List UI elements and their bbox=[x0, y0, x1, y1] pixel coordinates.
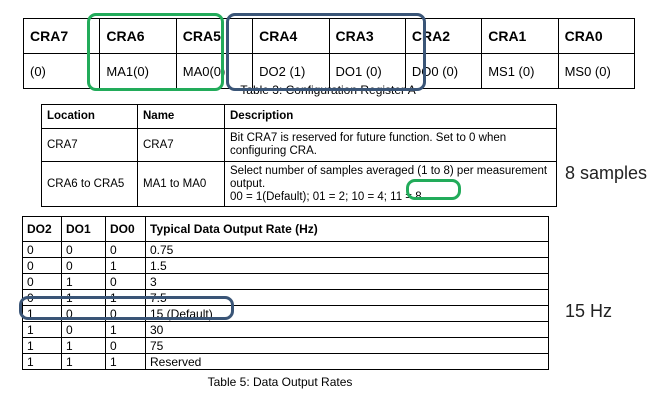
table5-cell: 0 bbox=[22, 257, 62, 274]
table5-cell: 1 bbox=[61, 289, 106, 306]
table5-cell: 1 bbox=[105, 353, 146, 370]
table5-cell: 0 bbox=[22, 241, 62, 258]
table5-cell: 3 bbox=[145, 273, 549, 290]
table5-cell: 1 bbox=[22, 305, 62, 322]
samples-note: 8 samples bbox=[565, 163, 648, 183]
table3-value-row: (0) MA1(0) MA0(0) DO2 (1) DO1 (0) DO0 (0… bbox=[22, 53, 636, 89]
table5-header-cell: DO0 bbox=[105, 216, 146, 242]
table5-cell: 0 bbox=[22, 289, 62, 306]
description-encoding: 00 = 1(Default); 01 = 2; 10 = 4; bbox=[230, 190, 387, 203]
location-table-header-row: Location Name Description bbox=[41, 104, 557, 129]
table5-cell: 1 bbox=[105, 257, 146, 274]
table5-row: 1 0 1 30 bbox=[22, 321, 549, 338]
table5-cell: 1 bbox=[22, 337, 62, 354]
table5-cell: 0 bbox=[61, 321, 106, 338]
table5-cell: 0 bbox=[105, 241, 146, 258]
location-cell: CRA6 to CRA5 bbox=[41, 161, 138, 207]
table3-value-cell: MS1 (0) bbox=[481, 53, 559, 89]
table5-cell: 1 bbox=[105, 321, 146, 338]
location-header-cell: Description bbox=[224, 104, 557, 129]
config-register-a-table: CRA7 CRA6 CRA5 CRA4 CRA3 CRA2 CRA1 CRA0 … bbox=[22, 18, 636, 89]
table5-cell: 0 bbox=[22, 273, 62, 290]
description-cell: Bit CRA7 is reserved for future function… bbox=[224, 128, 557, 162]
table5-cell: 15 (Default) bbox=[145, 305, 549, 322]
table5-row: 0 0 1 1.5 bbox=[22, 257, 549, 274]
table5-cell: 1.5 bbox=[145, 257, 549, 274]
table5-caption: Table 5: Data Output Rates bbox=[207, 375, 353, 389]
table3-header-cell: CRA1 bbox=[481, 18, 559, 54]
description-text: Select number of samples averaged (1 to … bbox=[230, 164, 548, 190]
table5-cell: 0 bbox=[61, 241, 106, 258]
table5-header-row: DO2 DO1 DO0 Typical Data Output Rate (Hz… bbox=[22, 216, 549, 242]
table5-cell: 75 bbox=[145, 337, 549, 354]
location-header-cell: Location bbox=[41, 104, 138, 129]
table3-value-cell: MS0 (0) bbox=[557, 53, 636, 89]
description-cell: Select number of samples averaged (1 to … bbox=[224, 161, 557, 207]
table3-header-cell: CRA5 bbox=[175, 18, 254, 54]
table5-cell: 1 bbox=[61, 337, 106, 354]
table3-caption: Table 3: Configuration Register A bbox=[240, 83, 416, 97]
table5-header-cell: DO2 bbox=[22, 216, 62, 242]
rate-note: 15 Hz bbox=[565, 301, 613, 321]
table5-cell: 0 bbox=[61, 305, 106, 322]
table5-header-cell: Typical Data Output Rate (Hz) bbox=[145, 216, 549, 242]
description-highlight: 11 = 8 bbox=[390, 190, 422, 203]
data-output-rates-table: DO2 DO1 DO0 Typical Data Output Rate (Hz… bbox=[22, 216, 549, 370]
table3-header-cell: CRA2 bbox=[404, 18, 483, 54]
table5-cell: 7.5 bbox=[145, 289, 549, 306]
table5-row: 1 1 1 Reserved bbox=[22, 353, 549, 370]
table3-value-cell: DO2 (1) bbox=[252, 53, 330, 89]
table5-cell: Reserved bbox=[145, 353, 549, 370]
location-header-cell: Name bbox=[137, 104, 225, 129]
location-table-row: CRA7 CRA7 Bit CRA7 is reserved for futur… bbox=[41, 128, 557, 162]
table3-header-row: CRA7 CRA6 CRA5 CRA4 CRA3 CRA2 CRA1 CRA0 bbox=[22, 18, 636, 54]
location-description-table: Location Name Description CRA7 CRA7 Bit … bbox=[41, 104, 557, 207]
table3-value-cell: MA1(0) bbox=[99, 53, 177, 89]
table5-row: 0 1 0 3 bbox=[22, 273, 549, 290]
table5-row: 1 0 0 15 (Default) bbox=[22, 305, 549, 322]
table5-cell: 0 bbox=[105, 305, 146, 322]
table5-row: 1 1 0 75 bbox=[22, 337, 549, 354]
table5-header-cell: DO1 bbox=[61, 216, 106, 242]
table3-header-cell: CRA4 bbox=[252, 18, 330, 54]
table5-cell: 1 bbox=[22, 321, 62, 338]
table5-cell: 1 bbox=[105, 289, 146, 306]
table3-header-cell: CRA7 bbox=[22, 18, 101, 54]
name-cell: CRA7 bbox=[137, 128, 225, 162]
table5-cell: 0 bbox=[61, 257, 106, 274]
table5-cell: 1 bbox=[61, 273, 106, 290]
table3-header-cell: CRA0 bbox=[557, 18, 636, 54]
table5-cell: 0 bbox=[105, 273, 146, 290]
location-cell: CRA7 bbox=[41, 128, 138, 162]
table3-header-cell: CRA6 bbox=[99, 18, 177, 54]
table5-cell: 30 bbox=[145, 321, 549, 338]
table5-cell: 1 bbox=[22, 353, 62, 370]
location-table-row: CRA6 to CRA5 MA1 to MA0 Select number of… bbox=[41, 161, 557, 207]
table5-cell: 0 bbox=[105, 337, 146, 354]
name-cell: MA1 to MA0 bbox=[137, 161, 225, 207]
table5-cell: 0.75 bbox=[145, 241, 549, 258]
table5-row: 0 0 0 0.75 bbox=[22, 241, 549, 258]
table5-cell: 1 bbox=[61, 353, 106, 370]
table3-header-cell: CRA3 bbox=[328, 18, 406, 54]
table5-row: 0 1 1 7.5 bbox=[22, 289, 549, 306]
